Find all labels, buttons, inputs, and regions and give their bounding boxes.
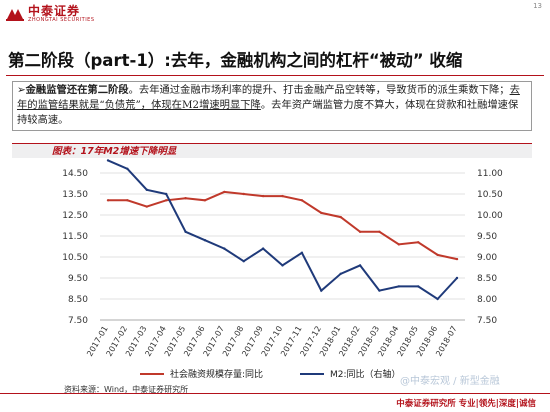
y-left-tick-label: 12.50 (62, 211, 88, 221)
data-point (417, 241, 420, 244)
data-point (339, 215, 342, 219)
bullet-text-2: 。去年资产端监管力度不算大，体现在贷款和社融增速保持较高速。 (17, 99, 519, 126)
data-point (358, 230, 362, 233)
y-right-tick-label: 7.50 (477, 316, 497, 326)
data-point (397, 243, 401, 246)
data-point (378, 230, 381, 233)
data-point (397, 285, 401, 288)
data-point (339, 272, 342, 275)
data-point (436, 297, 439, 301)
data-point (223, 247, 226, 250)
data-point (184, 197, 187, 200)
data-point (320, 289, 323, 292)
series-line (108, 190, 458, 261)
y-right-tick-label: 10.00 (477, 211, 503, 221)
checkmark-icon: ➢ (17, 84, 26, 96)
y-left-tick-label: 7.50 (68, 316, 88, 326)
data-point (455, 276, 459, 280)
y-right-tick-label: 8.00 (477, 295, 497, 305)
data-point (164, 199, 168, 202)
data-point (358, 264, 362, 267)
data-point (281, 194, 284, 198)
data-point (164, 192, 168, 196)
bullet-bold: 金融监管还在第二阶段 (25, 84, 129, 96)
page-number: 13 (533, 2, 542, 10)
x-axis: 2017-012017-022017-032017-042017-052017-… (85, 319, 465, 358)
brand-mark-icon (6, 9, 24, 21)
y-left-tick-label: 14.50 (62, 169, 88, 179)
data-point (145, 205, 148, 208)
y-left-tick-label: 11.50 (62, 232, 88, 242)
bullet-underlined: 去年的监管结果就是“负债荒”，体现在M2增速明显下降 (17, 84, 520, 111)
right-axis: 11.00 10.50 10.00 9.50 9.00 8.50 8.00 7.50 (477, 169, 503, 326)
data-point (203, 239, 207, 242)
data-point (436, 253, 439, 257)
legend-label: 社会融资规模存量:同比 (170, 368, 263, 380)
y-right-tick-label: 8.50 (477, 274, 497, 284)
data-point (261, 247, 265, 250)
data-point (184, 230, 187, 233)
data-point (242, 260, 245, 263)
data-point (106, 159, 110, 162)
data-point (300, 199, 304, 202)
slide-title: 第二阶段（part-1）:去年，金融机构之间的杠杆“被动” 收缩 (8, 51, 463, 70)
bullet-box: ➢金融监管还在第二阶段。去年通过金融市场利率的提升、打击金融产品空转等，导致货币… (12, 81, 532, 131)
y-left-tick-label: 13.50 (62, 190, 88, 200)
footer-text: 中泰证券研究所 专业|领先|深度|诚信 (396, 399, 536, 409)
y-right-tick-label: 9.50 (477, 232, 497, 242)
source-note: 资料来源：Wind，中泰证券研究所 (64, 385, 189, 394)
data-point (300, 251, 304, 254)
data-point (378, 289, 381, 292)
chart-series (106, 159, 459, 301)
brand-logo: 中泰证券 ZHONGTAI SECURITIES (6, 5, 95, 23)
chart-legend: 社会融资规模存量:同比 M2:同比（右轴） (140, 368, 401, 380)
left-axis: 14.50 13.50 12.50 11.50 10.50 9.50 8.50 7.50 (62, 169, 88, 326)
data-point (106, 199, 110, 202)
data-point (242, 192, 245, 196)
data-point (126, 199, 129, 202)
brand-name: 中泰证券 (28, 4, 81, 18)
title-divider (6, 75, 544, 76)
brand-name-en: ZHONGTAI SECURITIES (28, 17, 95, 23)
data-point (145, 188, 148, 191)
data-point (455, 257, 459, 261)
data-point (203, 199, 207, 202)
watermark: @中泰宏观 / 新型金融 (400, 376, 500, 387)
data-point (223, 190, 226, 194)
data-point (126, 167, 129, 170)
bullet-text-1: 。去年通过金融市场利率的提升、打击金融产品空转等，导致货币的派生乘数下降； (128, 84, 510, 96)
data-point (261, 194, 265, 198)
y-right-tick-label: 10.50 (477, 190, 503, 200)
data-point (417, 285, 420, 288)
y-left-tick-label: 8.50 (68, 295, 88, 305)
y-left-tick-label: 9.50 (68, 274, 88, 284)
y-right-tick-label: 9.00 (477, 253, 497, 263)
figure-title: 图表：17年M2增速下降明显 (12, 143, 532, 158)
data-point (281, 264, 284, 267)
data-point (320, 211, 323, 215)
line-chart: 14.50 13.50 12.50 11.50 10.50 9.50 8.50 7.50 11… (62, 159, 503, 380)
legend-label: M2:同比（右轴） (330, 368, 401, 380)
y-left-tick-label: 10.50 (62, 253, 88, 263)
footer-divider (0, 393, 550, 394)
y-right-tick-label: 11.00 (477, 169, 503, 179)
